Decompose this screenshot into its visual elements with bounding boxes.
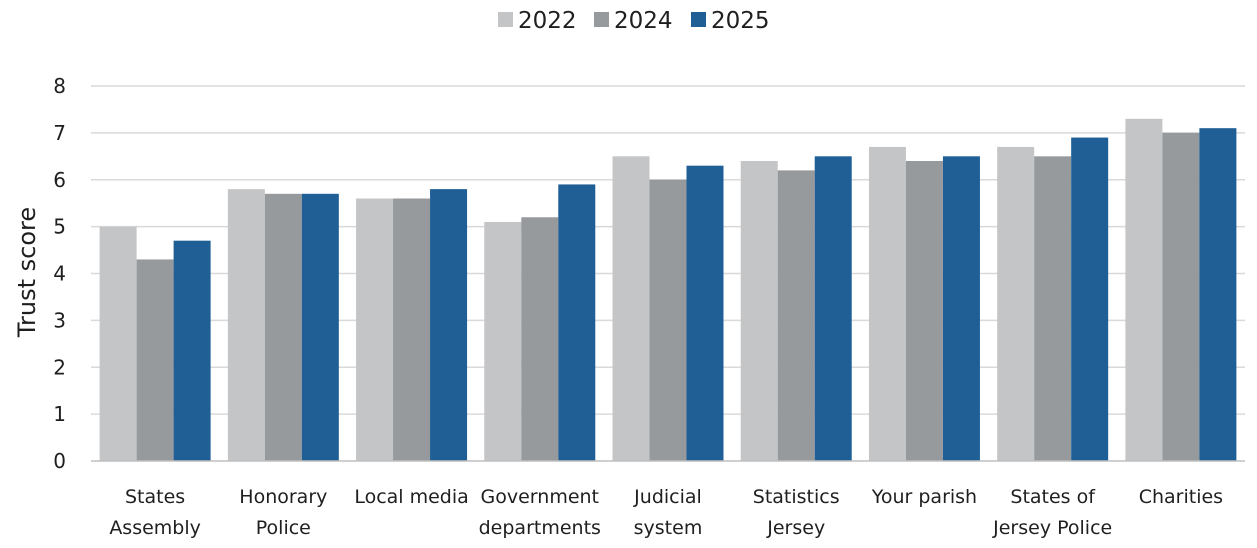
x-tick-label-line: Local media — [354, 486, 468, 508]
y-tick-label: 3 — [53, 308, 66, 332]
legend-swatch — [594, 12, 609, 27]
bar-2025 — [173, 240, 211, 461]
x-axis-labels: States Assembly Honorary Police Local media G… — [109, 486, 1223, 539]
bar-2024 — [1162, 132, 1200, 461]
bar-2024 — [136, 259, 174, 461]
bar-group — [99, 226, 211, 461]
bar-group — [227, 189, 339, 461]
bar-2025 — [1071, 137, 1109, 461]
x-tick-label-line: departments — [479, 517, 601, 539]
x-tick-label: Charities — [1139, 486, 1223, 508]
bar-2025 — [686, 165, 724, 461]
bar-2024 — [649, 179, 687, 461]
bar-2022 — [227, 189, 265, 461]
y-tick-label: 7 — [53, 121, 66, 145]
x-tick-label: Judicial system — [633, 486, 702, 539]
x-tick-label-line: system — [634, 517, 703, 539]
bar-2025 — [558, 184, 596, 461]
x-tick-label-line: Charities — [1139, 486, 1223, 508]
legend-swatch — [498, 12, 513, 27]
bar-group — [740, 156, 852, 461]
bar-2022 — [484, 221, 522, 461]
y-tick-label: 2 — [53, 355, 66, 379]
legend-label: 2024 — [614, 8, 673, 34]
legend-label: 2022 — [518, 8, 577, 34]
bar-2022 — [997, 146, 1035, 461]
x-tick-label-line: Statistics — [753, 486, 840, 508]
x-tick-label: Honorary Police — [239, 486, 327, 539]
y-axis-ticks: 0 1 2 3 4 5 6 7 8 — [53, 74, 66, 473]
legend-item: 2024 — [594, 8, 673, 34]
bar-group — [356, 189, 468, 461]
bar-2024 — [777, 170, 815, 461]
legend-item: 2025 — [691, 8, 770, 34]
x-tick-label: States Assembly — [109, 486, 201, 539]
legend-label: 2025 — [711, 8, 770, 34]
bar-2024 — [1034, 156, 1072, 461]
bar-group — [868, 146, 980, 461]
bar-2022 — [356, 198, 394, 461]
bar-2025 — [301, 193, 339, 461]
bar-2025 — [430, 189, 468, 461]
y-tick-label: 6 — [53, 168, 66, 192]
legend-swatch — [691, 12, 706, 27]
x-tick-label: Your parish — [871, 486, 977, 508]
x-tick-label: Statistics Jersey — [753, 486, 840, 539]
x-tick-label-line: Police — [256, 517, 311, 539]
bar-2025 — [814, 156, 852, 461]
x-tick-label-line: States — [125, 486, 185, 508]
bar-group — [997, 137, 1109, 461]
x-tick-label-line: Your parish — [871, 486, 977, 508]
x-tick-label-line: Honorary — [239, 486, 327, 508]
x-tick-label: Government departments — [479, 486, 601, 539]
y-tick-label: 0 — [53, 449, 66, 473]
y-tick-label: 8 — [53, 74, 66, 98]
x-tick-label-line: Jersey — [766, 517, 825, 539]
bar-2025 — [1199, 128, 1237, 461]
bar-2025 — [942, 156, 980, 461]
bar-2024 — [264, 193, 302, 461]
legend: 2022 2024 2025 — [498, 8, 770, 34]
bar-2022 — [740, 161, 778, 461]
x-tick-label-line: Assembly — [109, 517, 201, 539]
x-tick-label-line: Jersey Police — [992, 517, 1112, 539]
y-tick-label: 5 — [53, 215, 66, 239]
bar-2024 — [521, 217, 559, 461]
x-tick-label-line: Judicial — [633, 486, 702, 508]
y-axis-title: Trust score — [13, 207, 41, 338]
x-tick-label: Local media — [354, 486, 468, 508]
bar-2022 — [1125, 118, 1163, 461]
bar-2022 — [99, 226, 137, 461]
bar-2022 — [612, 156, 650, 461]
y-tick-label: 4 — [53, 262, 66, 286]
bar-group — [1125, 118, 1237, 461]
bar-group — [612, 156, 724, 461]
bar-2024 — [393, 198, 431, 461]
bar-2022 — [868, 146, 906, 461]
x-tick-label-line: Government — [481, 486, 600, 508]
y-tick-label: 1 — [53, 402, 66, 426]
bar-2024 — [905, 161, 943, 461]
legend-item: 2022 — [498, 8, 577, 34]
x-tick-label-line: States of — [1010, 486, 1096, 508]
x-tick-label: States of Jersey Police — [992, 486, 1112, 539]
bar-group — [484, 184, 596, 461]
bars — [99, 118, 1237, 461]
